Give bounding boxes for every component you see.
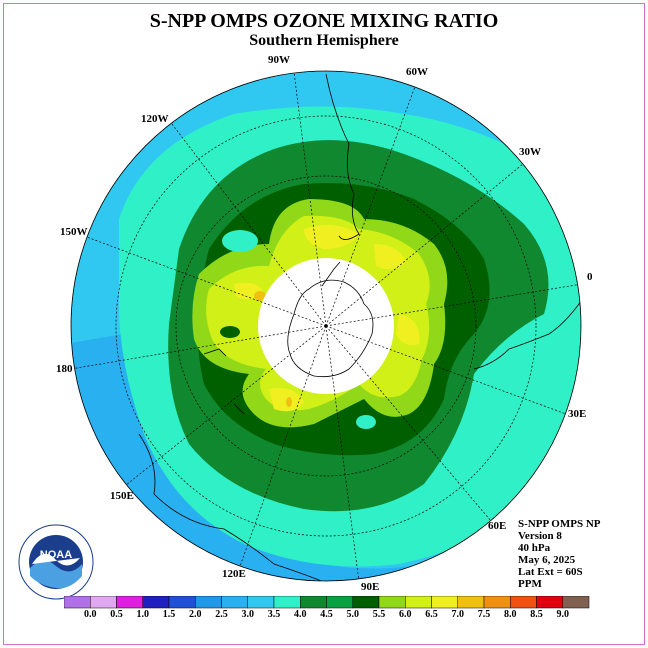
colorbar-swatch <box>247 596 275 609</box>
lon-label-60w: 60W <box>406 66 428 78</box>
contour-6p0-6p5-b <box>374 244 406 270</box>
lon-label-0: 0 <box>587 271 593 283</box>
colorbar-swatch <box>168 596 196 609</box>
colorbar-tick-label: 5.0 <box>346 609 360 620</box>
colorbar-tick-label: 3.0 <box>241 609 255 620</box>
colorbar-swatch <box>483 596 511 609</box>
contour-6p5-7p0-b <box>286 397 292 407</box>
colorbar-swatch <box>352 596 380 609</box>
colorbar-tick-label: 0.5 <box>110 609 123 620</box>
contour-6p0-6p5-a <box>304 225 359 249</box>
colorbar-tick-label: 9.0 <box>556 609 570 620</box>
colorbar-swatch <box>536 596 563 609</box>
colorbar-swatch <box>221 596 248 609</box>
contour-6p5-7p0-a <box>254 291 266 301</box>
colorbar-swatch <box>142 596 170 609</box>
lon-label-90e: 90E <box>361 581 380 593</box>
product-info: S-NPP OMPS NP Version 8 40 hPa May 6, 20… <box>518 518 601 590</box>
contour-island-green <box>220 326 240 338</box>
new-zealand-coastline <box>203 348 245 415</box>
map-figure: S-NPP OMPS OZONE MIXING RATIO Southern H… <box>3 3 645 645</box>
colorbar-swatch <box>405 596 432 609</box>
colorbar-swatch <box>90 596 117 609</box>
colorbar-tick-label: 1.5 <box>162 609 176 620</box>
colorbar-swatch <box>64 596 91 609</box>
colorbar-tick-label: 1.0 <box>136 609 150 620</box>
colorbar-swatch <box>300 596 327 609</box>
noaa-logo-text: NOAA <box>40 549 72 561</box>
lon-label-150e: 150E <box>110 490 134 502</box>
lon-label-30e: 30E <box>568 408 587 420</box>
lon-label-120w: 120W <box>141 113 169 125</box>
lon-label-60e: 60E <box>488 520 507 532</box>
lon-label-150w: 150W <box>60 226 88 238</box>
pole-marker <box>324 324 328 328</box>
africa-coastline <box>473 258 581 370</box>
colorbar-tick-label: 6.5 <box>425 609 438 620</box>
colorbar-tick-label: 8.0 <box>504 609 517 620</box>
colorbar-swatch <box>195 596 222 609</box>
info-instrument: S-NPP OMPS NP <box>518 518 601 530</box>
colorbar <box>64 596 590 609</box>
colorbar-tick-label: 4.5 <box>320 609 333 620</box>
lon-label-180: 180 <box>56 363 73 375</box>
colorbar-swatch <box>116 596 143 609</box>
map-subtitle: Southern Hemisphere <box>249 32 399 49</box>
contour-island-aqua-b <box>356 415 376 429</box>
info-level: 40 hPa <box>518 542 551 554</box>
colorbar-tick-label: 7.0 <box>451 609 465 620</box>
info-units: PPM <box>518 578 542 590</box>
graticule <box>71 71 581 581</box>
contour-island-aqua-a <box>222 230 258 252</box>
colorbar-tick-label: 8.5 <box>530 609 543 620</box>
colorbar-tick-label: 2.5 <box>215 609 228 620</box>
south-america-coastline <box>325 73 360 240</box>
australia-coastline <box>138 433 325 581</box>
map-title: S-NPP OMPS OZONE MIXING RATIO <box>149 10 499 32</box>
colorbar-tick-label: 6.0 <box>399 609 412 620</box>
colorbar-swatch <box>510 596 537 609</box>
colorbar-swatch <box>457 596 485 609</box>
polar-map <box>70 70 582 582</box>
colorbar-tick-label: 4.0 <box>294 609 307 620</box>
lon-label-120e: 120E <box>222 568 246 580</box>
colorbar-tick-label: 7.5 <box>477 609 491 620</box>
colorbar-swatch <box>562 596 590 609</box>
contour-6p0-6p5-c <box>396 314 420 346</box>
map-border <box>70 70 582 582</box>
colorbar-swatch <box>273 596 301 609</box>
colorbar-tick-label: 3.5 <box>267 609 281 620</box>
antarctica-coastline <box>287 261 374 378</box>
colorbar-tick-label: 5.5 <box>372 609 386 620</box>
colorbar-swatch <box>378 596 406 609</box>
info-date: May 6, 2025 <box>518 554 576 566</box>
colorbar-swatch <box>326 596 353 609</box>
info-lat-ext: Lat Ext = 60S <box>518 566 583 578</box>
colorbar-tick-label: 2.0 <box>189 609 202 620</box>
lon-label-90w: 90W <box>268 54 290 66</box>
colorbar-tick-label: 0.0 <box>84 609 97 620</box>
lon-label-30w: 30W <box>519 146 541 158</box>
colorbar-swatch <box>431 596 458 609</box>
noaa-logo: NOAA <box>18 524 94 600</box>
info-version: Version 8 <box>518 530 562 542</box>
